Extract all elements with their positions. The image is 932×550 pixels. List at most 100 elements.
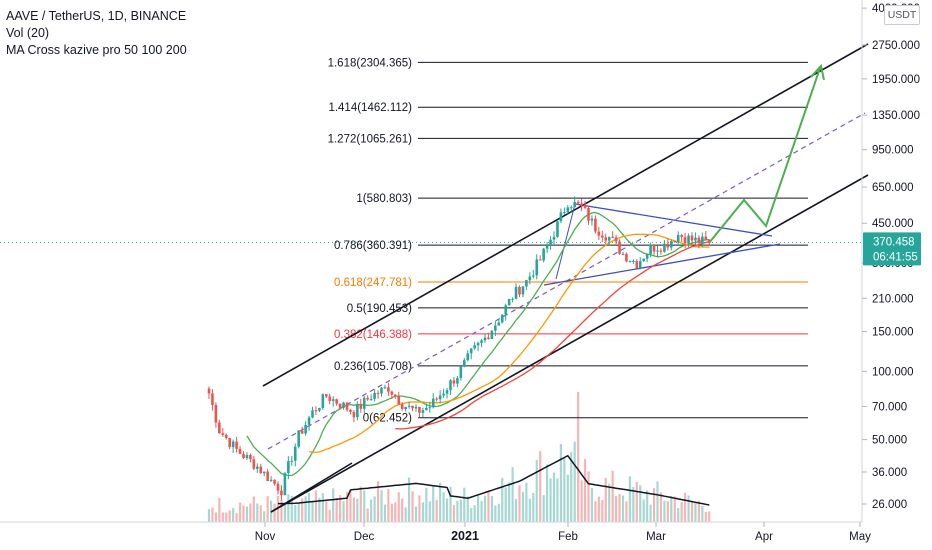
candle-body [487, 337, 490, 340]
symbol-title[interactable]: AAVE / TetherUS, 1D, BINANCE [6, 9, 187, 23]
candle-body [411, 405, 414, 409]
candle-body [676, 235, 680, 243]
candle-body [618, 241, 621, 254]
x-tick-label: Nov [255, 531, 276, 543]
candle-body [218, 422, 221, 434]
volume-bar [314, 490, 318, 522]
volume-bar [487, 491, 490, 522]
volume-bar [621, 495, 625, 522]
candle-body [525, 280, 528, 287]
volume-indicator-label[interactable]: Vol (20) [6, 26, 50, 40]
candle-body [494, 325, 497, 331]
candle-body [656, 250, 659, 252]
volume-bar [380, 490, 383, 522]
volume-bar [611, 470, 614, 522]
volume-bar [566, 474, 569, 522]
volume-bar [345, 491, 349, 522]
projection-path [708, 67, 821, 244]
candle-body [400, 404, 404, 410]
volume-bar [656, 481, 659, 522]
volume-bar [414, 506, 418, 522]
volume-bar [397, 492, 400, 522]
candle-body [387, 387, 390, 392]
volume-bar [321, 493, 324, 522]
volume-bar [390, 503, 393, 522]
candle-body [276, 483, 280, 491]
volume-bar [549, 478, 552, 522]
y-tick-label: 210.000 [872, 293, 914, 305]
candle-body [335, 399, 338, 404]
volume-bar [604, 478, 607, 522]
volume-bar [470, 508, 473, 522]
candle-body [293, 446, 297, 461]
volume-bar [311, 500, 314, 522]
fib-level-label: 0.236(105.708) [334, 361, 412, 373]
volume-bar [263, 511, 266, 522]
volume-bar [318, 497, 321, 522]
fibonacci-retracement: 1.618(2304.365) 1.414(1462.112) 1.272(1065… [328, 57, 808, 425]
volume-bar [218, 497, 221, 522]
volume-bar [238, 502, 242, 522]
fib-level-label: 1.414(1462.112) [328, 102, 412, 114]
candle-body [331, 399, 335, 401]
volume-bar [245, 506, 249, 522]
candle-body [473, 345, 476, 349]
ma-cross-indicator-label[interactable]: MA Cross kazive pro 50 100 200 [6, 43, 187, 57]
candle-body [666, 243, 670, 248]
candle-body [597, 231, 601, 236]
volume-bar [259, 505, 262, 522]
volume-bar [490, 495, 493, 522]
candle-body [649, 244, 652, 255]
candle-body [228, 438, 231, 448]
volume-bar [608, 483, 611, 522]
candle-body [362, 397, 366, 409]
candle-body [414, 406, 418, 409]
candle-body [535, 259, 539, 276]
candle-body [607, 236, 611, 241]
volume-bar [463, 487, 466, 522]
candle-body [211, 393, 214, 405]
x-tick-label: Feb [558, 531, 578, 543]
candlestick-series [207, 196, 711, 501]
candle-body [366, 397, 369, 400]
volume-bar [580, 480, 583, 522]
currency-button[interactable]: USDT [884, 5, 920, 25]
y-tick-label: 1350.000 [872, 110, 920, 122]
candle-body [670, 241, 673, 248]
fib-level-label: 0.5(190.453) [347, 303, 412, 315]
volume-bar [628, 476, 631, 522]
volume-bar [356, 498, 359, 522]
candle-body [342, 402, 345, 408]
candle-body [338, 403, 342, 408]
candle-body [345, 402, 349, 410]
volume-bar [207, 509, 211, 522]
ma-200-line [395, 240, 710, 430]
candle-body [438, 395, 442, 400]
bar-countdown: 06:41:55 [873, 251, 918, 263]
ma-100-line [308, 233, 710, 454]
candle-body [262, 471, 266, 474]
candle-body [594, 218, 597, 232]
volume-bar [652, 488, 656, 522]
volume-bar [283, 504, 286, 522]
candle-body [556, 221, 559, 237]
candle-body [687, 235, 690, 244]
volume-bar [501, 477, 504, 522]
volume-bar [514, 498, 518, 522]
volume-bar [618, 493, 621, 522]
candle-body [614, 237, 618, 242]
candle-body [214, 404, 218, 423]
volume-bar [659, 492, 663, 522]
fib-level-label: 0(62.452) [363, 413, 412, 425]
x-tick-label: Apr [755, 531, 773, 543]
volume-bar [363, 490, 366, 522]
volume-bar [684, 492, 687, 522]
volume-bar [663, 500, 666, 522]
candle-body [694, 237, 697, 241]
candle-body [356, 403, 359, 418]
volume-bar [280, 500, 283, 522]
moving-averages [246, 211, 710, 477]
candle-body [252, 459, 256, 469]
candle-body [690, 235, 694, 241]
